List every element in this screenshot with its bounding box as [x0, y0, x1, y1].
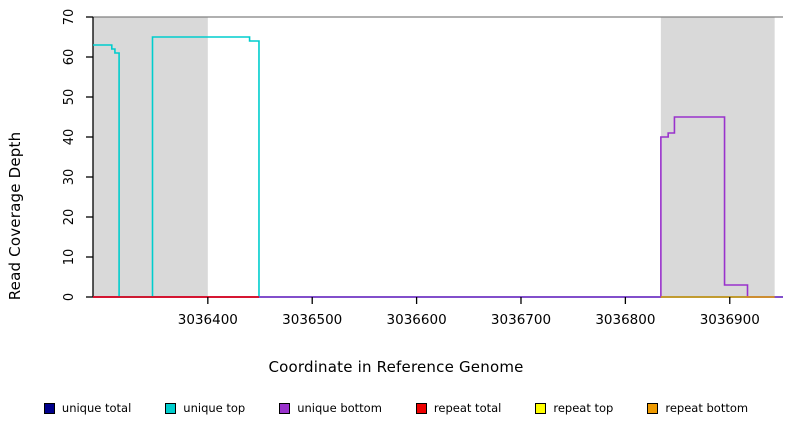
y-tick-label: 0 [62, 293, 77, 301]
y-tick-label: 10 [62, 249, 77, 266]
legend-label: repeat top [553, 401, 614, 415]
legend-item-unique-top[interactable]: unique top [165, 401, 245, 415]
legend-item-repeat-total[interactable]: repeat total [415, 401, 502, 415]
x-tick-label: 3036900 [700, 312, 760, 328]
x-axis-ticks [207, 297, 731, 304]
y-tick-label: 30 [62, 169, 77, 186]
y-tick-label: 40 [62, 129, 77, 146]
shaded-regions [93, 17, 775, 297]
legend-label: repeat bottom [665, 401, 749, 415]
x-tick-label: 3036700 [491, 312, 551, 328]
x-axis-tick-labels: 3036400 3036500 3036600 3036700 3036800 30369… [178, 312, 760, 328]
x-tick-label: 3036800 [595, 312, 655, 328]
y-tick-label: 60 [62, 49, 77, 66]
series-line-unique-bottom [93, 116, 783, 298]
legend-swatch-icon [415, 402, 427, 414]
y-tick-label: 70 [62, 9, 77, 26]
legend-swatch-icon [279, 402, 291, 414]
legend-item-repeat-bottom[interactable]: repeat bottom [647, 401, 748, 415]
legend-item-unique-total[interactable]: unique total [43, 401, 132, 415]
legend-swatch-icon [165, 402, 177, 414]
x-tick-label: 3036500 [282, 312, 342, 328]
legend-swatch-icon [535, 402, 547, 414]
repeat-region-right-shading [660, 17, 775, 297]
x-tick-label: 3036600 [387, 312, 447, 328]
x-tick-label: 3036400 [178, 312, 238, 328]
y-tick-label: 20 [62, 209, 77, 226]
legend-swatch-icon [43, 402, 55, 414]
y-tick-label: 50 [62, 89, 77, 106]
legend-swatch-icon [647, 402, 659, 414]
chart-legend: unique total unique top unique bottom repea… [0, 398, 792, 418]
legend-label: unique total [61, 401, 132, 415]
legend-label: repeat total [433, 401, 502, 415]
y-axis-tick-labels: 0 10 20 30 40 50 60 70 [62, 9, 77, 301]
legend-item-repeat-top[interactable]: repeat top [535, 401, 613, 415]
x-axis-title: Coordinate in Reference Genome [268, 358, 524, 376]
legend-item-unique-bottom[interactable]: unique bottom [279, 401, 382, 415]
repeat-region-left-shading [93, 17, 208, 297]
legend-label: unique top [183, 401, 246, 415]
y-axis-ticks [86, 16, 93, 298]
legend-label: unique bottom [297, 401, 382, 415]
